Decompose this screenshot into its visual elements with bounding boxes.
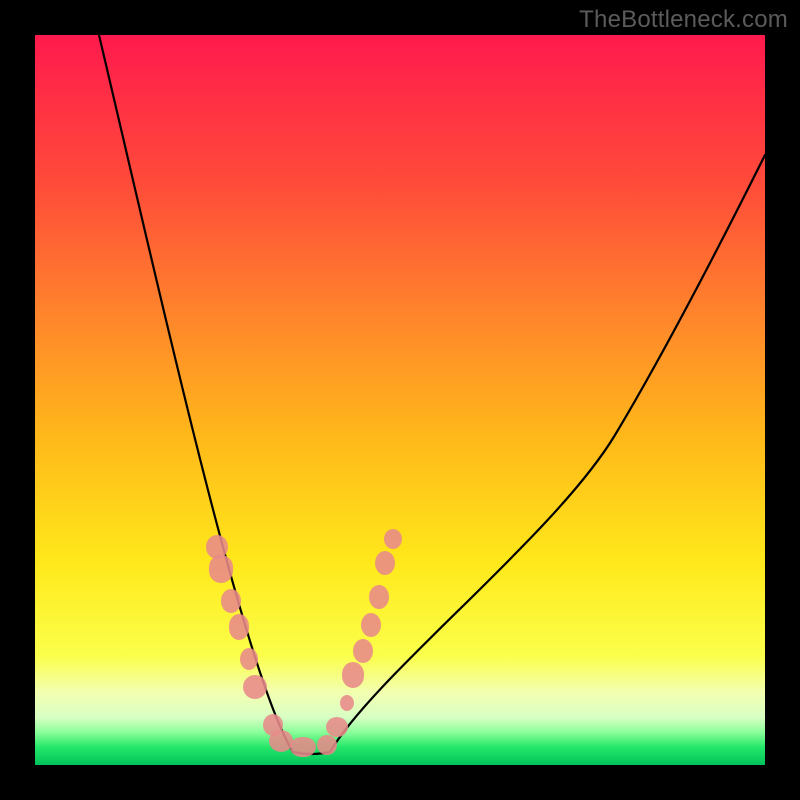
data-marker [326,717,348,737]
watermark-text: TheBottleneck.com [579,6,788,34]
data-marker [317,735,337,755]
data-marker [206,535,228,559]
data-marker [369,585,389,609]
data-marker [361,613,381,637]
data-marker [290,737,316,757]
data-marker [375,551,395,575]
chart-root: TheBottleneck.com [0,0,800,800]
data-marker [209,555,233,583]
data-marker [243,675,267,699]
data-marker [229,614,249,640]
data-marker [221,589,241,613]
gradient-background [35,35,765,765]
data-marker [240,648,258,670]
data-marker [269,730,293,752]
plot-area [35,35,765,765]
data-marker [353,639,373,663]
data-marker [384,529,402,549]
data-marker [340,695,354,711]
data-marker [342,662,364,688]
chart-svg [35,35,765,765]
